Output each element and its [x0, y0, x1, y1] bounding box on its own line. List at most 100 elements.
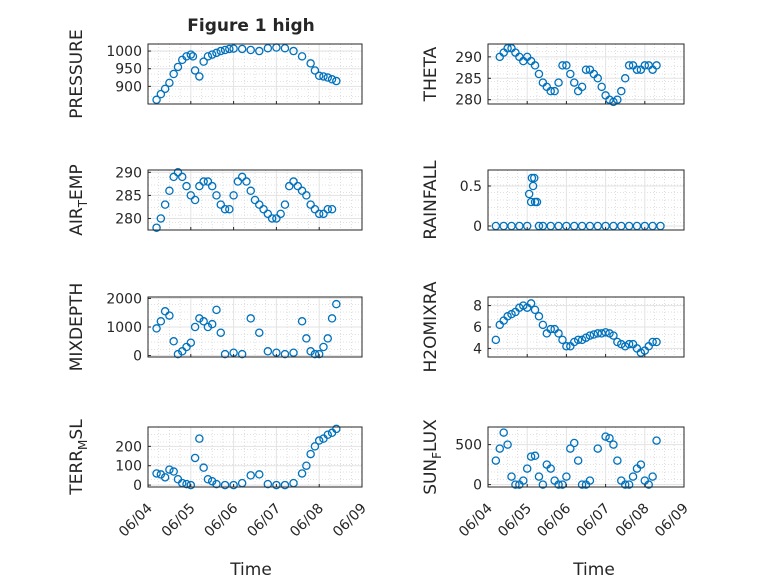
data-point [190, 453, 200, 463]
data-point [225, 204, 234, 214]
data-point [562, 472, 571, 481]
data-point [212, 191, 221, 200]
data-point [605, 433, 614, 443]
data-point [554, 329, 563, 338]
data-point [526, 452, 536, 461]
data-point [495, 444, 505, 453]
data-point [152, 223, 161, 232]
data-point [550, 86, 559, 96]
data-point [613, 95, 622, 104]
data-point [195, 72, 204, 81]
data-point [156, 89, 166, 99]
data-point [263, 479, 273, 489]
data-point [237, 349, 247, 359]
y-axis-label: THETA [421, 46, 441, 102]
data-point [530, 451, 540, 461]
data-point [632, 65, 642, 74]
data-point [246, 314, 255, 323]
data-point [617, 86, 626, 96]
data-point [593, 74, 603, 83]
data-point [640, 61, 650, 70]
data-point [332, 76, 341, 86]
data-point [306, 59, 315, 68]
data-point [314, 71, 324, 81]
data-point [511, 480, 520, 489]
x-tick-label: 06/08 [287, 501, 327, 541]
data-point [280, 43, 290, 53]
y-tick-label: 0.5 [460, 179, 482, 195]
y-tick-label: 100 [115, 459, 142, 475]
data-point [165, 311, 174, 320]
axes-frame [487, 426, 685, 488]
data-point [620, 480, 630, 489]
data-point [188, 52, 198, 61]
data-point [229, 191, 238, 200]
data-point [323, 334, 333, 343]
data-point [323, 204, 333, 214]
data-point [306, 449, 315, 459]
data-point [573, 335, 583, 345]
data-point [601, 328, 610, 337]
data-point [255, 200, 264, 209]
x-tick-label: 06/04 [456, 500, 496, 540]
data-point [546, 464, 555, 473]
data-point [297, 52, 307, 61]
data-point [297, 317, 307, 326]
data-point [332, 424, 341, 434]
y-axis-label: PRESSURE [67, 29, 87, 118]
data-point [190, 195, 200, 205]
data-point [577, 82, 587, 92]
data-point [620, 74, 630, 83]
data-point [246, 45, 255, 55]
data-point [327, 204, 337, 214]
data-point [636, 460, 646, 469]
data-point [190, 322, 200, 332]
data-point [546, 324, 555, 334]
x-tick-label: 06/07 [244, 501, 284, 541]
data-point [302, 461, 311, 470]
data-point [562, 61, 571, 70]
data-point [229, 480, 238, 490]
data-point [323, 73, 333, 82]
data-point [220, 349, 230, 359]
data-point [609, 440, 618, 449]
data-point [156, 214, 166, 223]
data-point [160, 200, 170, 209]
data-point [562, 342, 571, 351]
y-tick-label: 280 [455, 93, 482, 109]
data-point [613, 456, 622, 465]
y-tick-label: 285 [455, 71, 482, 87]
data-point [203, 475, 213, 484]
data-point [310, 204, 320, 214]
x-tick-label: 06/04 [116, 500, 156, 540]
data-point [272, 480, 281, 490]
data-point [177, 347, 187, 356]
data-point [524, 189, 534, 199]
data-point [530, 61, 540, 70]
data-point [173, 168, 183, 177]
data-point [310, 442, 320, 451]
axes-frame [147, 169, 363, 231]
y-axis-label: RAINFALL [421, 160, 441, 240]
data-point [297, 186, 307, 196]
data-point [522, 464, 532, 473]
axes-frame [487, 169, 685, 231]
y-tick-label: 0 [133, 349, 142, 365]
data-point [319, 342, 328, 352]
data-point [538, 320, 548, 330]
data-point [216, 46, 226, 56]
data-point [601, 432, 610, 441]
data-point [207, 476, 217, 486]
data-point [569, 78, 579, 87]
data-point [527, 173, 537, 183]
y-axis-label: H2OMIXRA [421, 281, 441, 372]
data-point [314, 436, 324, 445]
data-point [169, 69, 178, 79]
data-point [538, 480, 548, 489]
x-tick-label: 06/05 [495, 501, 535, 541]
panel-4: 0 1000 2000 MIXDEPTH [67, 283, 363, 371]
data-point [280, 200, 290, 209]
panel-5: 4 6 8 H2OMIXRA [421, 281, 685, 373]
panel-1: 280 285 290 THETA [421, 43, 685, 109]
